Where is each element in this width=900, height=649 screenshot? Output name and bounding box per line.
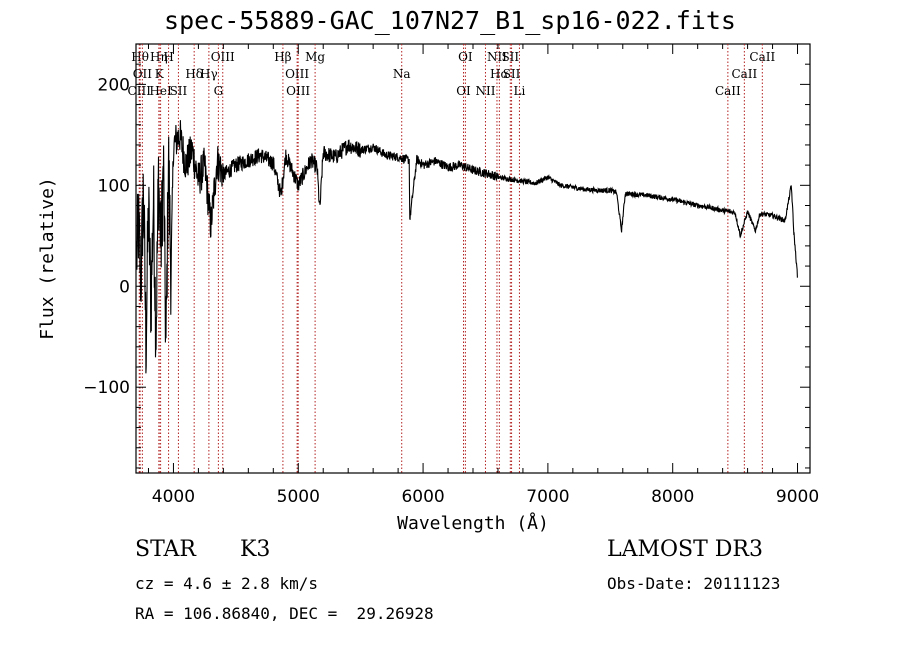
line-label: Hα: [490, 67, 509, 81]
x-tick-label: 4000: [152, 487, 195, 507]
line-label: SII: [503, 67, 521, 81]
line-label: H: [163, 50, 173, 64]
object-class: STAR: [135, 537, 196, 562]
line-label: OI: [458, 50, 473, 64]
survey-name: LAMOST DR3: [607, 537, 763, 562]
x-tick-label: 8000: [651, 487, 694, 507]
line-label: HeI: [149, 84, 172, 98]
line-label: Hβ: [274, 50, 291, 64]
y-tick-label: 200: [98, 75, 130, 95]
line-label: Hθ: [131, 50, 149, 64]
x-axis-label: Wavelength (Å): [397, 512, 549, 534]
line-label: OIII: [285, 67, 309, 81]
line-label: Li: [514, 84, 526, 98]
x-tick-label: 6000: [401, 487, 444, 507]
y-axis-label: Flux (relative): [37, 177, 58, 340]
line-label: K: [155, 67, 165, 81]
line-label: OI: [456, 84, 471, 98]
plot-frame: [135, 43, 811, 474]
line-label: NII: [475, 84, 495, 98]
x-tick-label: 7000: [526, 487, 569, 507]
line-label: Hγ: [200, 67, 218, 81]
coordinates: RA = 106.86840, DEC = 29.26928: [135, 604, 434, 623]
line-label: G: [214, 84, 224, 98]
line-label: SII: [170, 84, 188, 98]
line-label: OII: [133, 67, 153, 81]
line-label: NII: [487, 50, 507, 64]
x-tick-label: 5000: [277, 487, 320, 507]
line-label: SII: [501, 50, 519, 64]
line-label: Na: [393, 67, 411, 81]
x-tick-label: 9000: [776, 487, 819, 507]
spectrum-line: [136, 120, 798, 374]
line-label: Hδ: [185, 67, 203, 81]
line-label: CaII: [731, 67, 757, 81]
redshift-cz: cz = 4.6 ± 2.8 km/s: [135, 574, 319, 593]
y-tick-label: −100: [83, 378, 130, 398]
observation-date: Obs-Date: 20111123: [607, 574, 781, 593]
line-label: CaII: [749, 50, 775, 64]
line-label: OIII: [286, 84, 310, 98]
line-label: CIII: [128, 84, 152, 98]
chart-title: spec-55889-GAC_107N27_B1_sp16-022.fits: [164, 6, 736, 35]
line-label: Mg: [305, 50, 325, 64]
y-tick-label: 0: [119, 277, 130, 297]
line-label: OIII: [211, 50, 235, 64]
spectral-subclass: K3: [240, 537, 271, 562]
line-label: CaII: [715, 84, 741, 98]
line-label: Hη: [150, 50, 168, 64]
y-tick-label: 100: [98, 176, 130, 196]
